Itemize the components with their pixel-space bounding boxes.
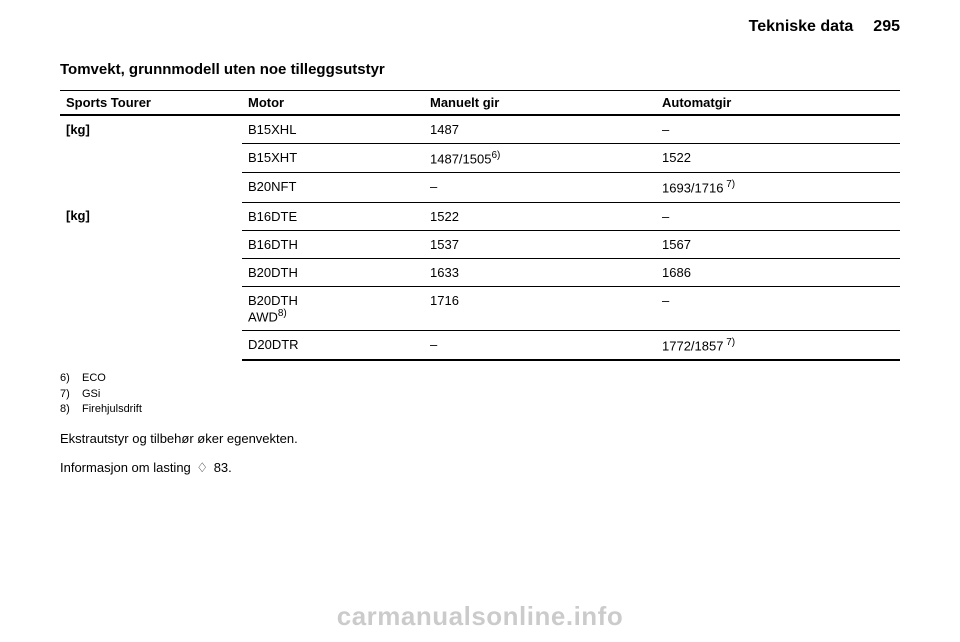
- footnotes: 6)ECO 7)GSi 8)Firehjulsdrift: [60, 371, 900, 417]
- table-row: [kg] B16DTE 1522 –: [60, 202, 900, 230]
- cell-auto: 1686: [656, 258, 900, 286]
- col-auto: Automatgir: [656, 91, 900, 116]
- cell-auto: 1522: [656, 144, 900, 173]
- cell-manual: –: [424, 173, 656, 202]
- cell-motor: B20DTH AWD8): [242, 286, 424, 330]
- cell-manual: 1487: [424, 115, 656, 144]
- cell-motor: B16DTH: [242, 230, 424, 258]
- cell-manual: 1537: [424, 230, 656, 258]
- page-header-title: Tekniske data: [749, 18, 854, 36]
- cell-auto: –: [656, 202, 900, 230]
- group-label: [kg]: [60, 202, 242, 360]
- cell-motor: B20DTH: [242, 258, 424, 286]
- footnote: 6)ECO: [60, 371, 900, 386]
- cell-auto: –: [656, 286, 900, 330]
- table-row: [kg] B15XHL 1487 –: [60, 115, 900, 144]
- footnote: 7)GSi: [60, 387, 900, 402]
- section-title: Tomvekt, grunnmodell uten noe tilleggsut…: [60, 61, 900, 78]
- cell-motor: B16DTE: [242, 202, 424, 230]
- cell-auto: 1693/1716 7): [656, 173, 900, 202]
- cell-manual: 1522: [424, 202, 656, 230]
- col-motor: Motor: [242, 91, 424, 116]
- cell-motor: D20DTR: [242, 330, 424, 360]
- cell-motor: B15XHT: [242, 144, 424, 173]
- cell-auto: 1772/1857 7): [656, 330, 900, 360]
- group-label: [kg]: [60, 115, 242, 202]
- col-model: Sports Tourer: [60, 91, 242, 116]
- cell-auto: –: [656, 115, 900, 144]
- body-text-2: Informasjon om lasting ♢ 83.: [60, 460, 900, 476]
- footnote: 8)Firehjulsdrift: [60, 402, 900, 417]
- cell-manual: 1487/15056): [424, 144, 656, 173]
- col-manual: Manuelt gir: [424, 91, 656, 116]
- page-number: 295: [873, 18, 900, 36]
- body-text-1: Ekstrautstyr og tilbehør øker egenvekten…: [60, 431, 900, 446]
- cell-manual: 1633: [424, 258, 656, 286]
- watermark: carmanualsonline.info: [0, 601, 960, 632]
- cell-manual: –: [424, 330, 656, 360]
- cell-auto: 1567: [656, 230, 900, 258]
- cell-motor: B15XHL: [242, 115, 424, 144]
- weight-table: Sports Tourer Motor Manuelt gir Automatg…: [60, 90, 900, 361]
- cell-manual: 1716: [424, 286, 656, 330]
- cell-motor: B20NFT: [242, 173, 424, 202]
